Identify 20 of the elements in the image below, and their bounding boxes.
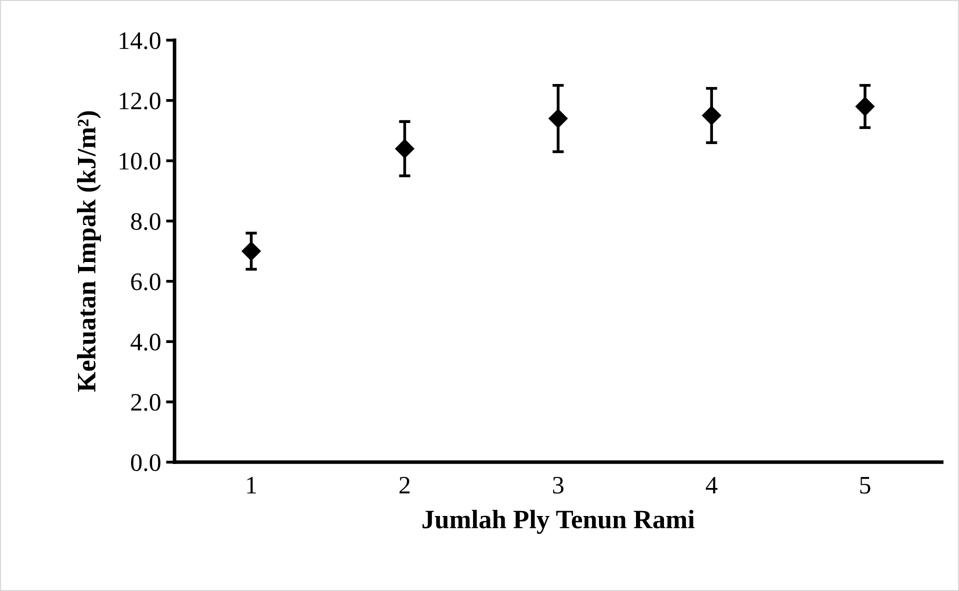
y-tick-label: 10.0: [120, 152, 160, 170]
x-tick-label: 3: [553, 476, 564, 494]
x-tick-label: 2: [400, 476, 410, 494]
point: [702, 106, 722, 126]
y-tick-label: 6.0: [131, 273, 160, 290]
x-tick-label: 4: [706, 476, 718, 494]
x-tick-label: 5: [860, 477, 870, 494]
point: [855, 96, 875, 116]
y-tick-label: 2.0: [131, 394, 160, 411]
y-tick-label: 14.0: [120, 32, 160, 50]
point: [395, 139, 414, 158]
point: [242, 242, 261, 261]
point: [548, 109, 568, 128]
y-axis-title: Kekuatan Impak (kJ/m²): [76, 111, 101, 392]
y-tick-label: 12.0: [120, 92, 160, 110]
x-axis-title: Jumlah Ply Tenun Rami: [422, 510, 695, 534]
y-tick-label: 4.0: [130, 334, 160, 351]
y-tick-label: 0.0: [131, 454, 160, 472]
x-tick-label: 1: [247, 476, 256, 494]
y-tick-label: 8.0: [131, 213, 160, 230]
